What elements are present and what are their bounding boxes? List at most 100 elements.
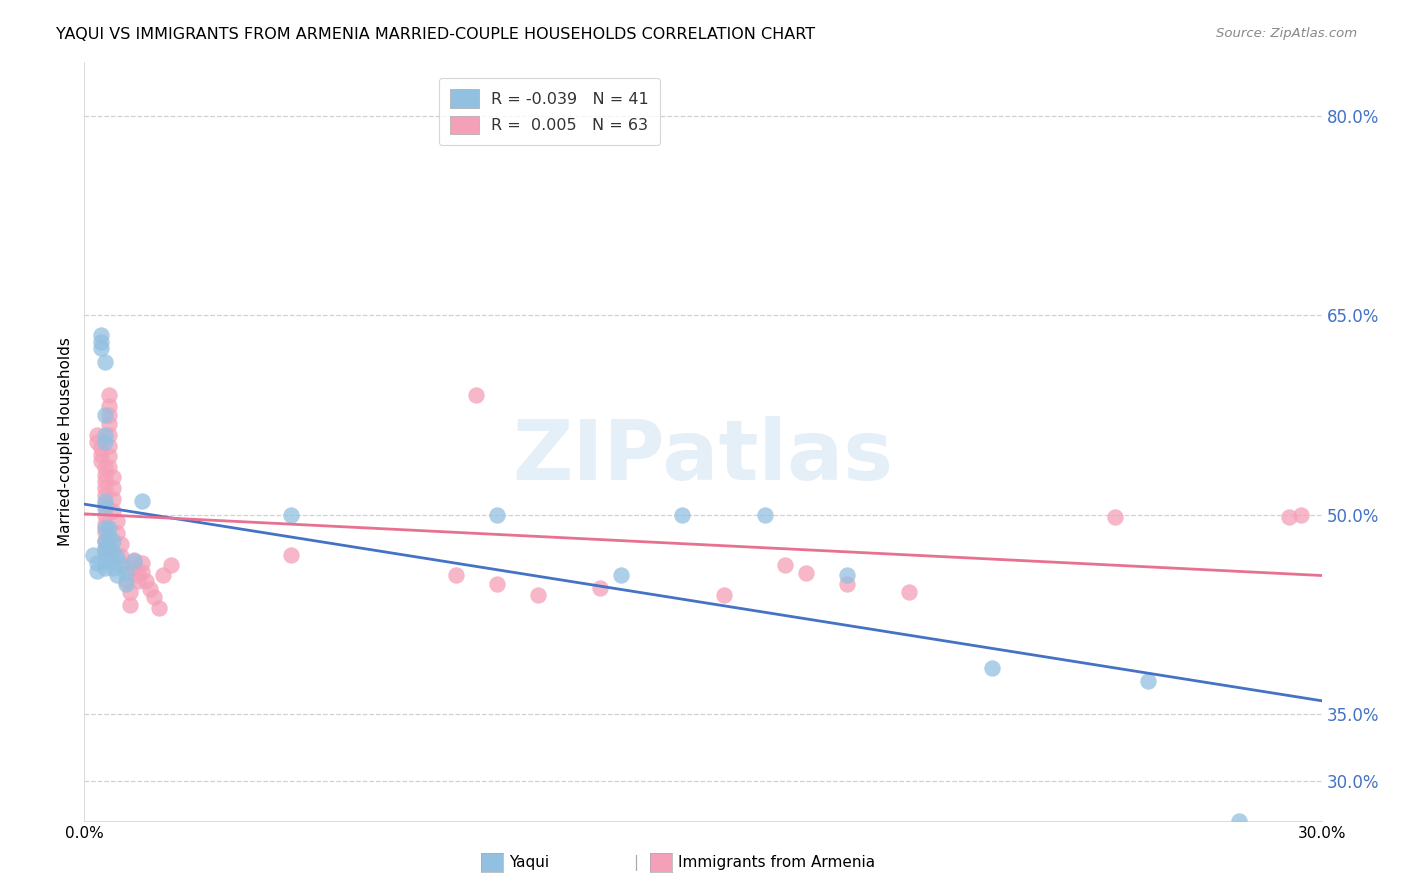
Point — [94, 434, 117, 449]
Point — [1227, 814, 1250, 828]
Point — [94, 516, 117, 531]
Point — [94, 494, 117, 508]
Point — [794, 566, 817, 581]
Point — [94, 521, 117, 535]
Point — [589, 581, 612, 595]
Point — [837, 577, 859, 591]
Point — [148, 600, 170, 615]
Point — [444, 567, 467, 582]
Point — [465, 388, 488, 402]
Point — [94, 488, 117, 502]
Point — [98, 438, 121, 452]
Text: |: | — [633, 855, 638, 871]
Point — [98, 388, 121, 402]
Point — [110, 549, 132, 563]
Point — [1289, 508, 1312, 522]
Point — [280, 548, 302, 562]
Point — [837, 567, 859, 582]
Point — [86, 556, 108, 570]
Legend: R = -0.039   N = 41, R =  0.005   N = 63: R = -0.039 N = 41, R = 0.005 N = 63 — [439, 78, 661, 145]
Point — [118, 585, 141, 599]
Point — [713, 587, 735, 601]
Point — [485, 508, 508, 522]
Point — [127, 567, 149, 582]
Point — [103, 545, 125, 559]
Point — [122, 554, 145, 568]
Point — [82, 548, 104, 562]
Point — [98, 449, 121, 463]
Text: ZIPatlas: ZIPatlas — [513, 417, 893, 497]
Point — [98, 408, 121, 422]
Point — [139, 582, 162, 597]
Point — [103, 504, 125, 518]
Point — [114, 577, 136, 591]
Point — [90, 334, 112, 349]
Text: Source: ZipAtlas.com: Source: ZipAtlas.com — [1216, 27, 1357, 40]
Point — [98, 459, 121, 474]
Point — [90, 448, 112, 462]
Point — [127, 574, 149, 589]
Text: Yaqui: Yaqui — [509, 855, 550, 870]
Point — [98, 417, 121, 432]
Point — [485, 577, 508, 591]
Point — [103, 491, 125, 506]
Point — [94, 467, 117, 482]
Point — [103, 481, 125, 495]
Point — [94, 501, 117, 516]
Point — [94, 534, 117, 549]
Point — [152, 567, 174, 582]
Point — [105, 526, 128, 541]
Point — [86, 428, 108, 442]
Point — [94, 461, 117, 475]
Point — [898, 585, 921, 599]
Point — [94, 554, 117, 568]
Point — [114, 561, 136, 575]
Point — [131, 565, 153, 579]
Point — [98, 399, 121, 413]
Point — [103, 534, 125, 549]
Point — [94, 508, 117, 522]
Point — [160, 558, 183, 573]
Point — [90, 454, 112, 468]
Point — [114, 566, 136, 581]
Point — [94, 561, 117, 575]
Point — [131, 556, 153, 570]
Point — [98, 554, 121, 568]
Point — [122, 553, 145, 567]
Point — [103, 470, 125, 484]
Point — [86, 564, 108, 578]
Point — [105, 550, 128, 565]
Point — [110, 537, 132, 551]
Point — [1104, 510, 1126, 524]
Point — [280, 508, 302, 522]
Point — [94, 475, 117, 489]
Point — [105, 567, 128, 582]
Point — [110, 558, 132, 573]
Point — [1278, 510, 1301, 524]
Point — [94, 542, 117, 557]
Point — [609, 567, 631, 582]
Point — [143, 590, 166, 604]
Point — [122, 561, 145, 575]
Point — [94, 355, 117, 369]
Point — [114, 574, 136, 589]
Point — [94, 497, 117, 511]
Point — [103, 561, 125, 575]
Text: YAQUI VS IMMIGRANTS FROM ARMENIA MARRIED-COUPLE HOUSEHOLDS CORRELATION CHART: YAQUI VS IMMIGRANTS FROM ARMENIA MARRIED… — [56, 27, 815, 42]
Point — [754, 508, 776, 522]
Point — [94, 534, 117, 549]
Point — [90, 342, 112, 356]
Point — [98, 541, 121, 555]
Y-axis label: Married-couple Households: Married-couple Households — [58, 337, 73, 546]
Point — [94, 408, 117, 422]
Point — [105, 514, 128, 528]
Point — [94, 481, 117, 495]
Point — [131, 494, 153, 508]
Point — [90, 441, 112, 455]
Point — [98, 428, 121, 442]
Point — [980, 661, 1002, 675]
Text: Immigrants from Armenia: Immigrants from Armenia — [678, 855, 875, 870]
Point — [90, 328, 112, 343]
Point — [94, 541, 117, 555]
Point — [94, 428, 117, 442]
